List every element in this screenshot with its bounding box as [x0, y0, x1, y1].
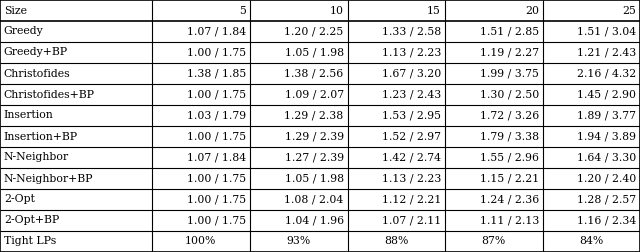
- Text: 1.00 / 1.75: 1.00 / 1.75: [187, 89, 246, 100]
- Text: 1.13 / 2.23: 1.13 / 2.23: [381, 47, 441, 57]
- Text: Insertion+BP: Insertion+BP: [4, 132, 78, 142]
- Text: 1.33 / 2.58: 1.33 / 2.58: [381, 26, 441, 37]
- Text: 1.24 / 2.36: 1.24 / 2.36: [479, 195, 539, 205]
- Text: 1.20 / 2.40: 1.20 / 2.40: [577, 173, 636, 183]
- Text: N-Neighbor: N-Neighbor: [4, 152, 69, 163]
- Text: 93%: 93%: [287, 236, 310, 246]
- Text: 1.12 / 2.21: 1.12 / 2.21: [381, 195, 441, 205]
- Text: 1.19 / 2.27: 1.19 / 2.27: [480, 47, 539, 57]
- Text: Greedy+BP: Greedy+BP: [4, 47, 68, 57]
- Text: 1.53 / 2.95: 1.53 / 2.95: [382, 110, 441, 120]
- Text: 1.07 / 2.11: 1.07 / 2.11: [381, 215, 441, 226]
- Text: 1.07 / 1.84: 1.07 / 1.84: [187, 152, 246, 163]
- Text: 1.29 / 2.38: 1.29 / 2.38: [284, 110, 344, 120]
- Text: 1.21 / 2.43: 1.21 / 2.43: [577, 47, 636, 57]
- Text: 1.79 / 3.38: 1.79 / 3.38: [480, 132, 539, 142]
- Text: 1.55 / 2.96: 1.55 / 2.96: [480, 152, 539, 163]
- Text: 25: 25: [622, 6, 636, 16]
- Text: 1.99 / 3.75: 1.99 / 3.75: [480, 69, 539, 79]
- Text: 1.00 / 1.75: 1.00 / 1.75: [187, 195, 246, 205]
- Text: 1.07 / 1.84: 1.07 / 1.84: [187, 26, 246, 37]
- Text: Greedy: Greedy: [4, 26, 44, 37]
- Text: 15: 15: [427, 6, 441, 16]
- Text: 1.51 / 2.85: 1.51 / 2.85: [480, 26, 539, 37]
- Text: 1.00 / 1.75: 1.00 / 1.75: [187, 173, 246, 183]
- Text: 1.11 / 2.13: 1.11 / 2.13: [479, 215, 539, 226]
- Text: 1.29 / 2.39: 1.29 / 2.39: [285, 132, 344, 142]
- Text: 1.00 / 1.75: 1.00 / 1.75: [187, 215, 246, 226]
- Text: N-Neighbor+BP: N-Neighbor+BP: [4, 173, 93, 183]
- Text: 1.38 / 2.56: 1.38 / 2.56: [284, 69, 344, 79]
- Text: 1.89 / 3.77: 1.89 / 3.77: [577, 110, 636, 120]
- Text: 1.09 / 2.07: 1.09 / 2.07: [285, 89, 344, 100]
- Text: 1.28 / 2.57: 1.28 / 2.57: [577, 195, 636, 205]
- Text: 84%: 84%: [579, 236, 604, 246]
- Text: 88%: 88%: [384, 236, 408, 246]
- Text: 1.30 / 2.50: 1.30 / 2.50: [479, 89, 539, 100]
- Text: 1.42 / 2.74: 1.42 / 2.74: [382, 152, 441, 163]
- Text: 1.00 / 1.75: 1.00 / 1.75: [187, 132, 246, 142]
- Text: Insertion: Insertion: [4, 110, 54, 120]
- Text: 1.15 / 2.21: 1.15 / 2.21: [479, 173, 539, 183]
- Text: Tight LPs: Tight LPs: [4, 236, 56, 246]
- Text: 87%: 87%: [482, 236, 506, 246]
- Text: 1.08 / 2.04: 1.08 / 2.04: [284, 195, 344, 205]
- Text: 1.52 / 2.97: 1.52 / 2.97: [382, 132, 441, 142]
- Text: 1.05 / 1.98: 1.05 / 1.98: [285, 173, 344, 183]
- Text: 1.04 / 1.96: 1.04 / 1.96: [285, 215, 344, 226]
- Text: 1.64 / 3.30: 1.64 / 3.30: [577, 152, 636, 163]
- Text: Size: Size: [4, 6, 27, 16]
- Text: 5: 5: [239, 6, 246, 16]
- Text: 2-Opt+BP: 2-Opt+BP: [4, 215, 59, 226]
- Text: 10: 10: [330, 6, 344, 16]
- Text: 1.94 / 3.89: 1.94 / 3.89: [577, 132, 636, 142]
- Text: 1.05 / 1.98: 1.05 / 1.98: [285, 47, 344, 57]
- Text: 1.00 / 1.75: 1.00 / 1.75: [187, 47, 246, 57]
- Text: 1.67 / 3.20: 1.67 / 3.20: [381, 69, 441, 79]
- Text: 1.20 / 2.25: 1.20 / 2.25: [284, 26, 344, 37]
- Text: 1.27 / 2.39: 1.27 / 2.39: [285, 152, 344, 163]
- Text: Christofides+BP: Christofides+BP: [4, 89, 95, 100]
- Text: 1.03 / 1.79: 1.03 / 1.79: [187, 110, 246, 120]
- Text: 1.72 / 3.26: 1.72 / 3.26: [479, 110, 539, 120]
- Text: 100%: 100%: [185, 236, 216, 246]
- Text: 1.45 / 2.90: 1.45 / 2.90: [577, 89, 636, 100]
- Text: 20: 20: [525, 6, 539, 16]
- Text: 2-Opt: 2-Opt: [4, 195, 35, 205]
- Text: 1.51 / 3.04: 1.51 / 3.04: [577, 26, 636, 37]
- Text: 1.23 / 2.43: 1.23 / 2.43: [381, 89, 441, 100]
- Text: 1.16 / 2.34: 1.16 / 2.34: [577, 215, 636, 226]
- Text: Christofides: Christofides: [4, 69, 70, 79]
- Text: 1.13 / 2.23: 1.13 / 2.23: [381, 173, 441, 183]
- Text: 2.16 / 4.32: 2.16 / 4.32: [577, 69, 636, 79]
- Text: 1.38 / 1.85: 1.38 / 1.85: [186, 69, 246, 79]
